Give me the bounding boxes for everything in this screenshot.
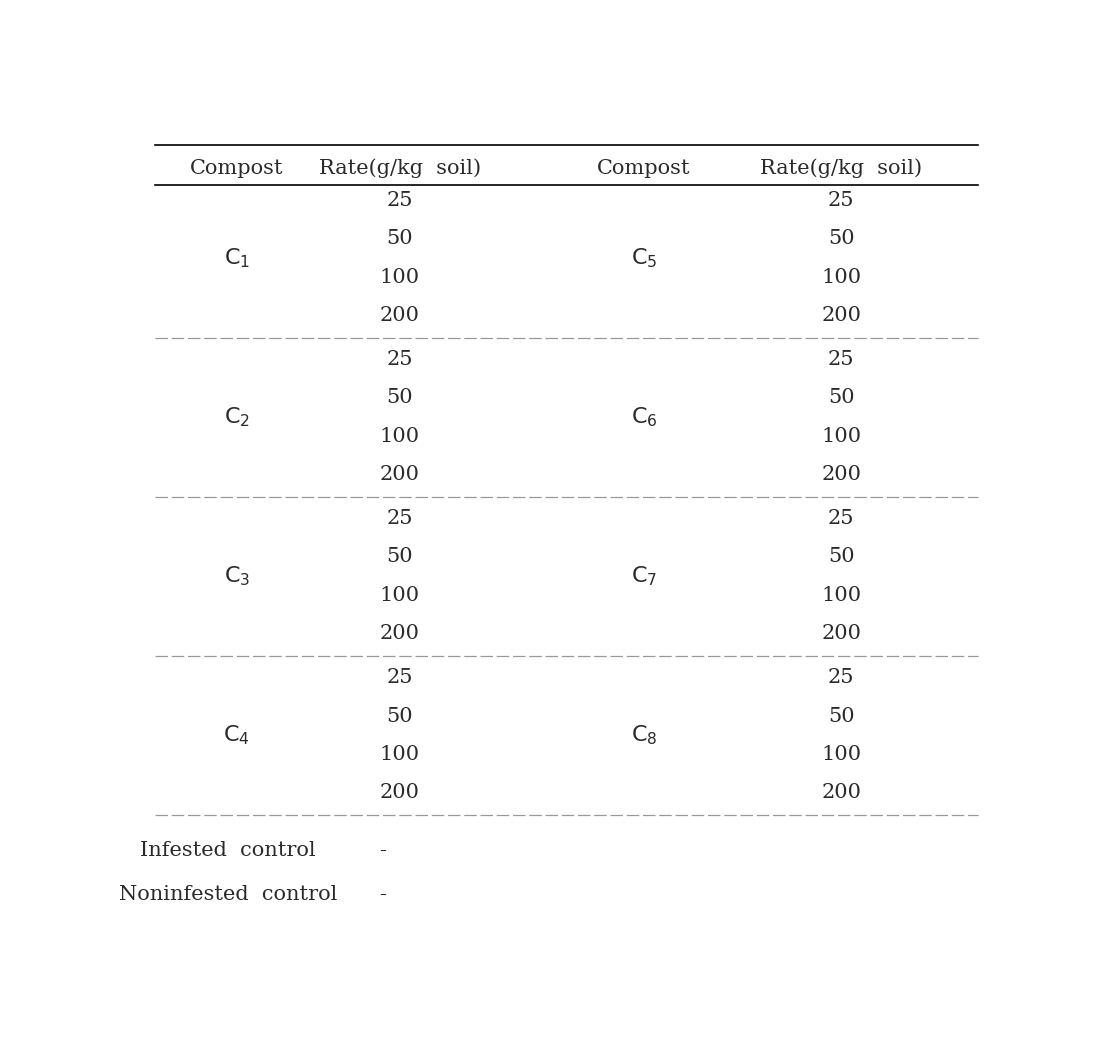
Text: Rate(g/kg  soil): Rate(g/kg soil)	[319, 159, 481, 179]
Text: 50: 50	[827, 707, 855, 726]
Text: 50: 50	[827, 388, 855, 407]
Text: 200: 200	[821, 624, 862, 644]
Text: 25: 25	[828, 350, 854, 370]
Text: 200: 200	[821, 784, 862, 802]
Text: 25: 25	[828, 668, 854, 687]
Text: 50: 50	[386, 707, 413, 726]
Text: 25: 25	[386, 350, 413, 370]
Text: 100: 100	[379, 585, 420, 605]
Text: 25: 25	[828, 509, 854, 528]
Text: 50: 50	[827, 229, 855, 248]
Text: 100: 100	[821, 268, 862, 286]
Text: 50: 50	[827, 547, 855, 567]
Text: 100: 100	[379, 427, 420, 445]
Text: Compost: Compost	[597, 159, 691, 179]
Text: 100: 100	[821, 585, 862, 605]
Text: -: -	[379, 885, 386, 904]
Text: 25: 25	[386, 509, 413, 528]
Text: 100: 100	[379, 745, 420, 764]
Text: $\mathrm{C}_{4}$: $\mathrm{C}_{4}$	[223, 723, 250, 747]
Text: 100: 100	[379, 268, 420, 286]
Text: 200: 200	[379, 465, 419, 484]
Text: 25: 25	[386, 668, 413, 687]
Text: 50: 50	[386, 388, 413, 407]
Text: $\mathrm{C}_{5}$: $\mathrm{C}_{5}$	[630, 246, 657, 270]
Text: Compost: Compost	[190, 159, 283, 179]
Text: $\mathrm{C}_{6}$: $\mathrm{C}_{6}$	[630, 405, 657, 429]
Text: $\mathrm{C}_{1}$: $\mathrm{C}_{1}$	[223, 246, 250, 270]
Text: 200: 200	[379, 306, 419, 325]
Text: 200: 200	[821, 306, 862, 325]
Text: 25: 25	[828, 191, 854, 210]
Text: -: -	[379, 841, 386, 861]
Text: Rate(g/kg  soil): Rate(g/kg soil)	[760, 159, 922, 179]
Text: 200: 200	[379, 624, 419, 644]
Text: 200: 200	[821, 465, 862, 484]
Text: 50: 50	[386, 229, 413, 248]
Text: Noninfested  control: Noninfested control	[119, 885, 337, 904]
Text: Infested  control: Infested control	[140, 841, 316, 861]
Text: 25: 25	[386, 191, 413, 210]
Text: 200: 200	[379, 784, 419, 802]
Text: 100: 100	[821, 745, 862, 764]
Text: $\mathrm{C}_{3}$: $\mathrm{C}_{3}$	[223, 565, 250, 588]
Text: 100: 100	[821, 427, 862, 445]
Text: 50: 50	[386, 547, 413, 567]
Text: $\mathrm{C}_{8}$: $\mathrm{C}_{8}$	[630, 723, 657, 747]
Text: $\mathrm{C}_{7}$: $\mathrm{C}_{7}$	[630, 565, 657, 588]
Text: $\mathrm{C}_{2}$: $\mathrm{C}_{2}$	[223, 405, 250, 429]
